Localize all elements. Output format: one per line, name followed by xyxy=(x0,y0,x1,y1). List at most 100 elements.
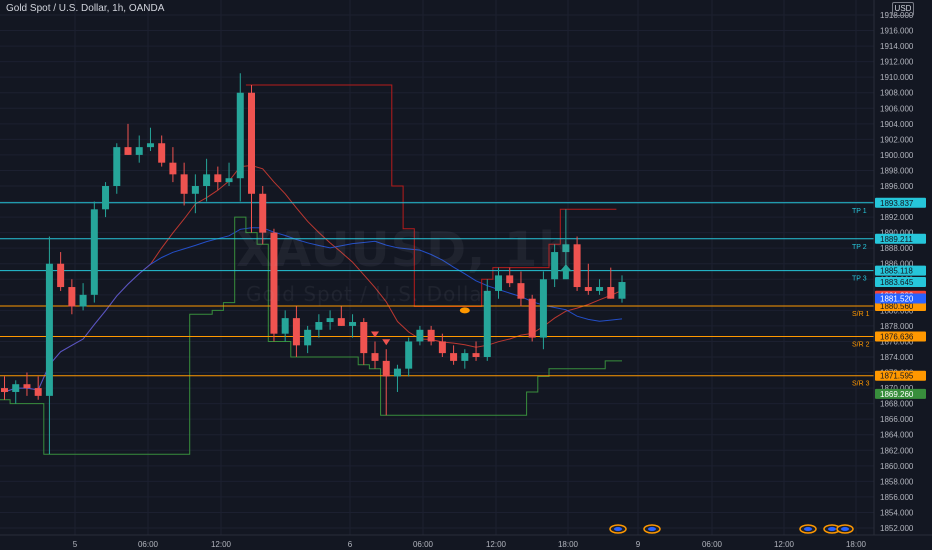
level-label: TP 3 xyxy=(852,276,867,283)
candle-body[interactable] xyxy=(326,318,334,323)
candle-body[interactable] xyxy=(292,318,300,346)
candle-body[interactable] xyxy=(34,388,42,396)
price-tick-label: 1886.000 xyxy=(880,260,914,269)
level-price-value: 1876.636 xyxy=(880,333,914,342)
candle-body[interactable] xyxy=(450,353,458,361)
sell-triangle-icon xyxy=(382,339,391,346)
candle-body[interactable] xyxy=(360,322,368,354)
event-badge-inner-icon xyxy=(841,527,849,531)
candle-body[interactable] xyxy=(573,244,581,288)
level-price-tag xyxy=(875,197,926,208)
level-price-tag xyxy=(875,265,926,276)
price-tick-label: 1874.000 xyxy=(880,353,914,362)
event-badge-inner-icon xyxy=(614,527,622,531)
candle-body[interactable] xyxy=(427,329,435,342)
time-axis[interactable]: 5 06:00 12:00 6 06:00 12:00 18:00 9 06:00 12:00 18… xyxy=(0,534,932,549)
candle-body[interactable] xyxy=(146,143,154,148)
candle-body[interactable] xyxy=(304,329,312,346)
sell-triangle-icon xyxy=(371,331,379,338)
candle-body[interactable] xyxy=(438,341,446,354)
candle-body[interactable] xyxy=(337,318,345,326)
candles[interactable] xyxy=(1,73,626,455)
time-tick-label: 06:00 xyxy=(702,540,723,549)
candle-body[interactable] xyxy=(102,186,110,210)
grid xyxy=(0,0,874,535)
level-price-value: 1880.560 xyxy=(880,302,914,311)
price-tick-label: 1908.000 xyxy=(880,89,914,98)
candle-body[interactable] xyxy=(68,287,76,307)
candle-body[interactable] xyxy=(562,244,570,253)
candle-body[interactable] xyxy=(124,147,132,155)
candle-body[interactable] xyxy=(472,353,480,357)
candle-body[interactable] xyxy=(607,287,615,299)
candle-body[interactable] xyxy=(135,147,143,155)
candle-body[interactable] xyxy=(349,322,357,326)
event-badge-inner-icon xyxy=(804,527,812,531)
candle-body[interactable] xyxy=(618,282,626,299)
candle-body[interactable] xyxy=(191,186,199,194)
candle-body[interactable] xyxy=(528,298,536,338)
candle-body[interactable] xyxy=(1,388,8,392)
price-tick-label: 1862.000 xyxy=(880,446,914,455)
time-tick-label: 12:00 xyxy=(774,540,795,549)
candle-body[interactable] xyxy=(416,329,424,342)
level-price-tag xyxy=(875,233,926,244)
candle-body[interactable] xyxy=(371,353,379,361)
candle-body[interactable] xyxy=(169,162,177,175)
level-price-tag xyxy=(875,331,926,342)
candle-body[interactable] xyxy=(270,232,278,334)
candle-body[interactable] xyxy=(551,252,559,280)
price-tick-label: 1864.000 xyxy=(880,431,914,440)
price-tag xyxy=(875,277,926,288)
candle-body[interactable] xyxy=(596,287,604,291)
price-tag xyxy=(875,293,926,304)
time-tick-label: 9 xyxy=(636,540,641,549)
candle-body[interactable] xyxy=(79,294,87,307)
candle-body[interactable] xyxy=(113,147,121,186)
level-label: TP 2 xyxy=(852,244,867,251)
candle-body[interactable] xyxy=(214,174,222,183)
candle-body[interactable] xyxy=(461,353,469,361)
candle-body[interactable] xyxy=(393,368,401,377)
price-tick-label: 1888.000 xyxy=(880,244,914,253)
candle-body[interactable] xyxy=(180,174,188,194)
candle-body[interactable] xyxy=(281,318,289,334)
currency-button[interactable]: USD xyxy=(892,2,914,16)
candle-body[interactable] xyxy=(23,384,31,389)
candle-body[interactable] xyxy=(584,287,592,291)
candle-body[interactable] xyxy=(539,279,547,338)
candle-body[interactable] xyxy=(495,275,502,291)
candle-body[interactable] xyxy=(225,178,233,183)
candle-body[interactable] xyxy=(517,283,525,299)
candle-body[interactable] xyxy=(483,290,491,357)
symbol-title[interactable]: Gold Spot / U.S. Dollar, 1h, OANDA xyxy=(6,3,165,14)
time-tick-label: 12:00 xyxy=(211,540,232,549)
price-tick-label: 1878.000 xyxy=(880,322,914,331)
candle-body[interactable] xyxy=(45,263,53,396)
candle-body[interactable] xyxy=(203,174,211,186)
price-tick-label: 1870.000 xyxy=(880,384,914,393)
candle-body[interactable] xyxy=(158,143,166,163)
candle-body[interactable] xyxy=(382,360,390,377)
price-tick-label: 1896.000 xyxy=(880,182,914,191)
candle-body[interactable] xyxy=(506,275,514,284)
time-tick-label: 12:00 xyxy=(486,540,507,549)
price-tick-label: 1906.000 xyxy=(880,104,914,113)
candle-body[interactable] xyxy=(57,263,65,288)
level-price-value: 1893.837 xyxy=(880,199,914,208)
price-tick-label: 1890.000 xyxy=(880,229,914,238)
candle-body[interactable] xyxy=(12,384,20,392)
level-price-value: 1889.211 xyxy=(880,235,913,244)
signal-markers xyxy=(371,264,854,534)
candle-body[interactable] xyxy=(248,92,255,194)
candle-body[interactable] xyxy=(90,209,98,295)
price-tick-label: 1912.000 xyxy=(880,58,914,67)
candle-body[interactable] xyxy=(405,341,413,369)
price-tick-label: 1860.000 xyxy=(880,462,914,471)
candle-body[interactable] xyxy=(259,193,267,233)
price-axis[interactable]: 1918.0001916.0001914.0001912.0001910.000… xyxy=(873,0,932,550)
candle-body[interactable] xyxy=(315,322,323,330)
price-tick-label: 1892.000 xyxy=(880,213,914,222)
candle-body[interactable] xyxy=(236,92,244,179)
